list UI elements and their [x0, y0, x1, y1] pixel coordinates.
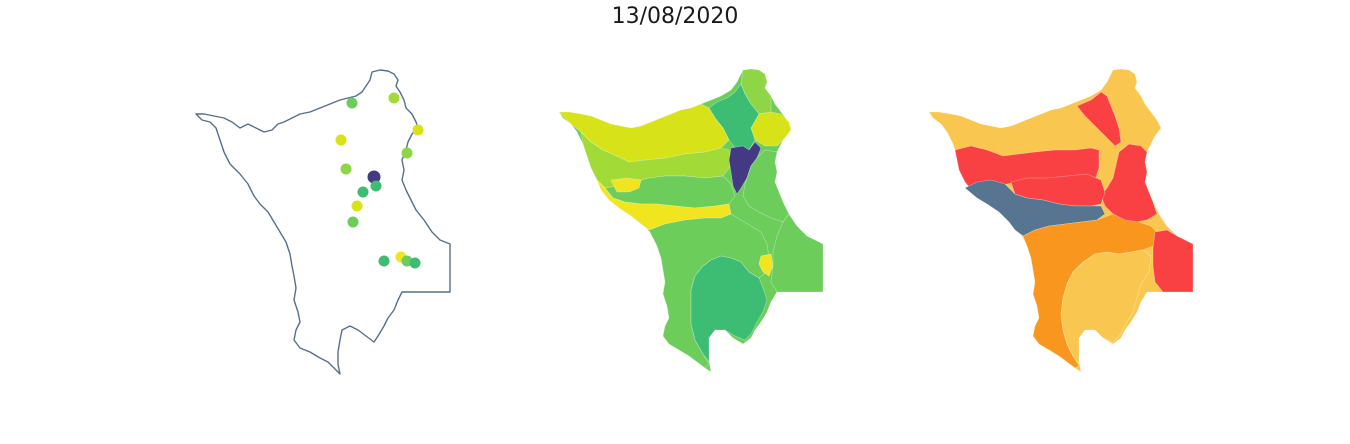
risk-choropleth-svg — [928, 68, 1194, 373]
station-point — [409, 257, 421, 269]
region-fill — [1152, 229, 1194, 293]
region-fill — [750, 111, 792, 147]
station-point — [388, 92, 400, 104]
station-point — [412, 124, 424, 136]
region-fill — [1076, 91, 1122, 147]
station-points — [335, 92, 424, 269]
station-point — [401, 147, 413, 159]
region-fill — [770, 213, 824, 293]
station-point — [357, 186, 369, 198]
station-point — [347, 216, 359, 228]
region-fill — [1060, 249, 1152, 365]
region-fill — [610, 177, 642, 193]
region-outline — [195, 69, 451, 375]
region-fill — [964, 179, 1106, 237]
viridis-choropleth-map — [545, 0, 840, 444]
viridis-choropleth-svg — [558, 68, 824, 373]
region-fill — [758, 253, 774, 277]
station-point — [378, 255, 390, 267]
risk-choropleth-map — [915, 0, 1210, 444]
station-points-map — [180, 0, 470, 444]
station-point — [367, 170, 381, 184]
region-fill — [708, 83, 760, 151]
region-fill — [690, 255, 768, 363]
station-point — [351, 200, 363, 212]
station-point — [346, 97, 358, 109]
station-points-svg — [195, 69, 451, 375]
station-point — [335, 134, 347, 146]
figure-title: 13/08/2020 — [611, 4, 739, 29]
station-point — [340, 163, 352, 175]
region-fill — [742, 149, 790, 223]
station-point — [370, 180, 382, 192]
